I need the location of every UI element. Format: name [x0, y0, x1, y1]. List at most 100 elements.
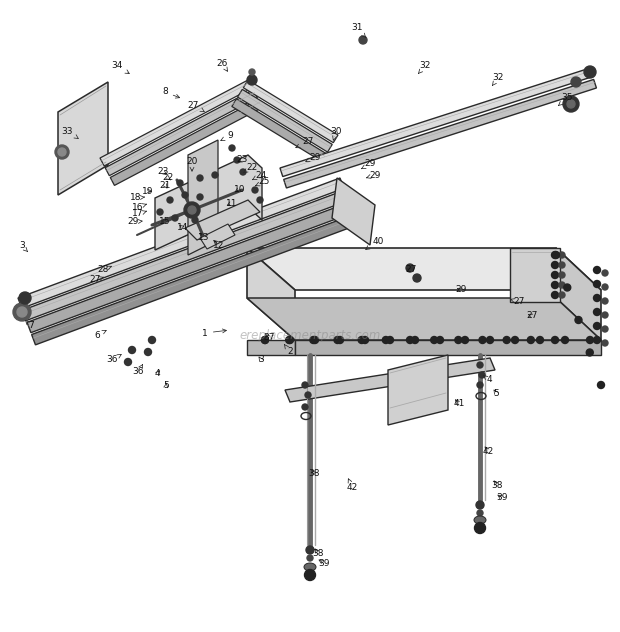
- Circle shape: [552, 262, 559, 269]
- Circle shape: [436, 336, 443, 344]
- Circle shape: [167, 197, 173, 203]
- Circle shape: [359, 36, 367, 44]
- Text: 2: 2: [285, 344, 293, 356]
- Circle shape: [262, 336, 268, 344]
- Text: 24: 24: [252, 171, 267, 179]
- Circle shape: [358, 336, 365, 344]
- Text: 27: 27: [510, 298, 525, 307]
- Text: 32: 32: [418, 61, 431, 73]
- Text: ereplacementparts.com: ereplacementparts.com: [239, 329, 381, 341]
- Circle shape: [188, 206, 196, 214]
- Circle shape: [58, 148, 66, 156]
- Circle shape: [413, 274, 421, 282]
- Text: 19: 19: [142, 186, 154, 195]
- Circle shape: [197, 175, 203, 181]
- Circle shape: [149, 336, 156, 344]
- Circle shape: [564, 284, 571, 291]
- Circle shape: [503, 336, 510, 344]
- Text: 29: 29: [127, 217, 142, 226]
- Polygon shape: [18, 178, 344, 308]
- Text: 40: 40: [366, 236, 384, 250]
- Polygon shape: [247, 248, 295, 340]
- Polygon shape: [247, 340, 295, 355]
- Circle shape: [247, 75, 257, 85]
- Circle shape: [334, 336, 341, 344]
- Text: 4: 4: [484, 375, 492, 384]
- Circle shape: [559, 292, 565, 298]
- Circle shape: [593, 295, 601, 301]
- Ellipse shape: [304, 563, 316, 571]
- Text: 13: 13: [198, 233, 210, 241]
- Circle shape: [311, 336, 319, 344]
- Text: 4: 4: [154, 370, 160, 379]
- Circle shape: [302, 404, 308, 410]
- Circle shape: [477, 362, 483, 368]
- Polygon shape: [155, 155, 262, 250]
- Text: 17: 17: [132, 209, 146, 219]
- Circle shape: [602, 326, 608, 332]
- Circle shape: [304, 569, 316, 581]
- Text: 3: 3: [258, 355, 264, 365]
- Text: 10: 10: [234, 185, 246, 193]
- Polygon shape: [27, 202, 353, 332]
- Polygon shape: [247, 248, 601, 290]
- Circle shape: [182, 192, 188, 198]
- Circle shape: [229, 145, 235, 151]
- Text: 23: 23: [157, 167, 169, 176]
- Circle shape: [249, 69, 255, 75]
- Polygon shape: [100, 80, 252, 166]
- Text: 42: 42: [347, 479, 358, 492]
- Ellipse shape: [474, 516, 486, 524]
- Circle shape: [552, 272, 559, 279]
- Circle shape: [602, 284, 608, 290]
- Polygon shape: [110, 99, 262, 185]
- Circle shape: [302, 382, 308, 388]
- Circle shape: [593, 267, 601, 274]
- Circle shape: [212, 172, 218, 178]
- Polygon shape: [332, 178, 375, 245]
- Text: 38: 38: [491, 480, 503, 490]
- Circle shape: [552, 252, 559, 258]
- Circle shape: [602, 312, 608, 318]
- Circle shape: [55, 145, 69, 159]
- Circle shape: [306, 546, 314, 554]
- Polygon shape: [556, 248, 601, 340]
- Polygon shape: [200, 224, 235, 249]
- Circle shape: [593, 336, 601, 344]
- Text: 27: 27: [187, 100, 205, 112]
- Circle shape: [552, 281, 559, 288]
- Text: 42: 42: [482, 446, 494, 456]
- Text: 9: 9: [221, 131, 233, 140]
- Circle shape: [431, 336, 438, 344]
- Text: 5: 5: [163, 382, 169, 391]
- Circle shape: [593, 281, 601, 288]
- Text: 36: 36: [132, 365, 144, 377]
- Text: 29: 29: [361, 159, 376, 169]
- Text: 33: 33: [61, 126, 78, 138]
- Circle shape: [337, 336, 343, 344]
- Polygon shape: [58, 82, 108, 195]
- Circle shape: [587, 349, 593, 356]
- Circle shape: [474, 523, 485, 533]
- Circle shape: [575, 317, 582, 324]
- Text: 16: 16: [132, 202, 146, 212]
- Circle shape: [593, 308, 601, 315]
- Polygon shape: [105, 90, 257, 176]
- Circle shape: [125, 358, 131, 365]
- Circle shape: [361, 336, 368, 344]
- Text: 29: 29: [366, 171, 381, 179]
- Circle shape: [128, 346, 136, 353]
- Circle shape: [598, 382, 604, 389]
- Text: 12: 12: [213, 240, 224, 250]
- Polygon shape: [285, 358, 495, 402]
- Text: 32: 32: [492, 73, 503, 85]
- Circle shape: [559, 272, 565, 278]
- Circle shape: [310, 336, 317, 344]
- Circle shape: [552, 336, 559, 344]
- Circle shape: [383, 336, 389, 344]
- Circle shape: [412, 336, 418, 344]
- Circle shape: [177, 180, 183, 186]
- Circle shape: [602, 340, 608, 346]
- Text: 3: 3: [19, 241, 28, 252]
- Circle shape: [305, 392, 311, 398]
